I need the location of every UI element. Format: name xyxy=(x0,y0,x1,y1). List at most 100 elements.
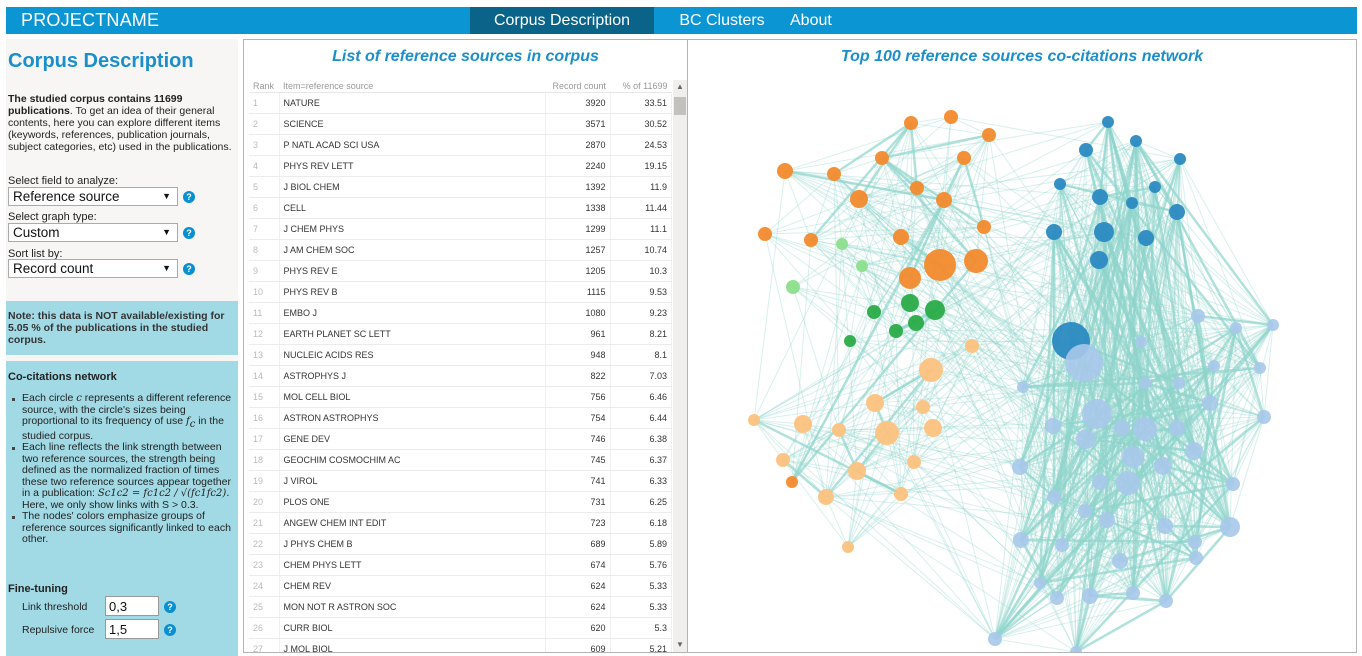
network-node-green[interactable] xyxy=(867,305,881,319)
table-row[interactable]: 11 EMBO J 1080 9.23 xyxy=(249,302,672,324)
table-row[interactable]: 10 PHYS REV B 1115 9.53 xyxy=(249,281,672,303)
network-node-orange[interactable] xyxy=(786,476,798,488)
network-node-orange[interactable] xyxy=(982,128,996,142)
network-node-orange[interactable] xyxy=(875,151,889,165)
network-node-green[interactable] xyxy=(908,315,924,331)
network-node-orange[interactable] xyxy=(904,116,918,130)
network-node-light-blue[interactable] xyxy=(1169,420,1185,436)
nav-bc-clusters[interactable]: BC Clusters xyxy=(679,12,765,29)
network-node-orange[interactable] xyxy=(804,233,818,247)
network-node-blue[interactable] xyxy=(1092,189,1108,205)
table-row[interactable]: 4 PHYS REV LETT 2240 19.15 xyxy=(249,155,672,177)
network-node-orange[interactable] xyxy=(893,229,909,245)
network-node-light-blue[interactable] xyxy=(1230,322,1242,334)
network-node-light-blue[interactable] xyxy=(1173,377,1185,389)
table-row[interactable]: 1 NATURE 3920 33.51 xyxy=(249,92,672,114)
network-node-light-orange[interactable] xyxy=(907,455,921,469)
table-row[interactable]: 26 CURR BIOL 620 5.3 xyxy=(249,617,672,639)
network-node-green[interactable] xyxy=(844,335,856,347)
table-row[interactable]: 25 MON NOT R ASTRON SOC 624 5.33 xyxy=(249,596,672,618)
table-row[interactable]: 23 CHEM PHYS LETT 674 5.76 xyxy=(249,554,672,576)
network-node-light-orange[interactable] xyxy=(924,419,942,437)
network-node-light-orange[interactable] xyxy=(965,339,979,353)
network-node-blue[interactable] xyxy=(1046,224,1062,240)
help-icon[interactable]: ? xyxy=(164,624,176,636)
network-node-light-blue[interactable] xyxy=(1082,399,1112,429)
network-node-light-blue[interactable] xyxy=(1034,577,1046,589)
network-node-light-blue[interactable] xyxy=(1208,360,1220,372)
table-row[interactable]: 15 MOL CELL BIOL 756 6.46 xyxy=(249,386,672,408)
network-node-blue[interactable] xyxy=(1174,153,1186,165)
network-node-light-blue[interactable] xyxy=(1092,474,1108,490)
col-item[interactable]: Item=reference source xyxy=(279,80,545,93)
network-node-orange[interactable] xyxy=(936,192,952,208)
table-row[interactable]: 12 EARTH PLANET SC LETT 961 8.21 xyxy=(249,323,672,345)
table-row[interactable]: 6 CELL 1338 11.44 xyxy=(249,197,672,219)
help-icon[interactable]: ? xyxy=(183,263,195,275)
table-row[interactable]: 24 CHEM REV 624 5.33 xyxy=(249,575,672,597)
col-rank[interactable]: Rank xyxy=(249,80,279,93)
network-node-light-blue[interactable] xyxy=(1070,646,1082,653)
network-node-light-blue[interactable] xyxy=(1076,429,1096,449)
network-node-light-blue[interactable] xyxy=(1267,319,1279,331)
nav-corpus-description[interactable]: Corpus Description xyxy=(470,7,654,34)
network-node-orange[interactable] xyxy=(899,267,921,289)
network-node-light-blue[interactable] xyxy=(1112,553,1128,569)
network-node-light-blue[interactable] xyxy=(1116,471,1140,495)
network-node-light-orange[interactable] xyxy=(818,489,834,505)
help-icon[interactable]: ? xyxy=(183,227,195,239)
scroll-down-arrow-icon[interactable]: ▼ xyxy=(676,640,684,649)
network-node-blue[interactable] xyxy=(1094,222,1114,242)
brand-logo[interactable]: PROJECTNAME xyxy=(21,10,160,30)
network-node-light-blue[interactable] xyxy=(1126,586,1140,600)
table-row[interactable]: 22 J PHYS CHEM B 689 5.89 xyxy=(249,533,672,555)
network-node-blue[interactable] xyxy=(1149,181,1161,193)
network-node-orange[interactable] xyxy=(977,220,991,234)
network-node-light-blue[interactable] xyxy=(1045,418,1061,434)
table-row[interactable]: 2 SCIENCE 3571 30.52 xyxy=(249,113,672,135)
help-icon[interactable]: ? xyxy=(164,601,176,613)
network-node-light-blue[interactable] xyxy=(1078,504,1092,518)
table-row[interactable]: 16 ASTRON ASTROPHYS 754 6.44 xyxy=(249,407,672,429)
network-node-blue[interactable] xyxy=(1169,204,1185,220)
table-scrollbar[interactable]: ▲ ▼ xyxy=(673,80,687,652)
network-node-orange[interactable] xyxy=(964,249,988,273)
cocitation-network-graph[interactable] xyxy=(688,40,1357,653)
network-node-light-orange[interactable] xyxy=(832,423,846,437)
table-row[interactable]: 18 GEOCHIM COSMOCHIM AC 745 6.37 xyxy=(249,449,672,471)
table-row[interactable]: 27 J MOL BIOL 609 5.21 xyxy=(249,638,672,652)
network-node-light-green[interactable] xyxy=(786,280,800,294)
network-node-blue[interactable] xyxy=(1054,178,1066,190)
network-node-light-orange[interactable] xyxy=(919,358,943,382)
network-node-light-blue[interactable] xyxy=(1135,336,1147,348)
network-node-blue[interactable] xyxy=(1126,197,1138,209)
network-node-light-blue[interactable] xyxy=(988,632,1002,646)
network-node-orange[interactable] xyxy=(758,227,772,241)
help-icon[interactable]: ? xyxy=(183,191,195,203)
table-row[interactable]: 13 NUCLEIC ACIDS RES 948 8.1 xyxy=(249,344,672,366)
graph-type-select[interactable]: Custom ▼ xyxy=(8,223,178,242)
network-node-light-blue[interactable] xyxy=(1157,518,1173,534)
network-node-blue[interactable] xyxy=(1079,143,1093,157)
network-node-light-blue[interactable] xyxy=(1220,517,1240,537)
network-node-light-orange[interactable] xyxy=(848,462,866,480)
network-node-light-blue[interactable] xyxy=(1065,344,1103,382)
network-node-light-orange[interactable] xyxy=(842,541,854,553)
network-node-light-blue[interactable] xyxy=(1185,442,1203,460)
network-node-blue[interactable] xyxy=(1102,116,1114,128)
repulsive-force-input[interactable] xyxy=(105,619,159,639)
network-node-light-green[interactable] xyxy=(836,238,848,250)
field-select[interactable]: Reference source ▼ xyxy=(8,187,178,206)
network-node-light-blue[interactable] xyxy=(1133,417,1157,441)
network-node-light-blue[interactable] xyxy=(1114,420,1130,436)
network-node-light-blue[interactable] xyxy=(1254,362,1266,374)
table-row[interactable]: 20 PLOS ONE 731 6.25 xyxy=(249,491,672,513)
network-node-light-blue[interactable] xyxy=(1099,512,1115,528)
network-node-light-orange[interactable] xyxy=(894,487,908,501)
network-node-light-blue[interactable] xyxy=(1012,459,1028,475)
table-row[interactable]: 9 PHYS REV E 1205 10.3 xyxy=(249,260,672,282)
nav-about[interactable]: About xyxy=(790,12,832,29)
network-node-green[interactable] xyxy=(901,294,919,312)
network-node-orange[interactable] xyxy=(777,163,793,179)
